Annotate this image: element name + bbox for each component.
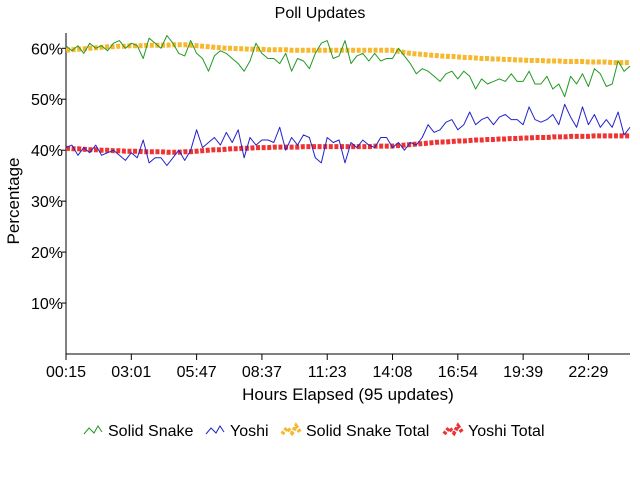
x-tick-label: 08:37 (242, 364, 282, 381)
legend-swatch-solid-snake (83, 425, 103, 435)
y-axis-label: Percentage (4, 158, 23, 245)
x-tick-label: 16:54 (438, 364, 478, 381)
series-line-solid-snake (65, 35, 631, 98)
y-ticks: 10% 20% 30% 40% 50% 60% (31, 41, 66, 313)
legend-label-yoshi-total: Yoshi Total (468, 423, 545, 440)
legend-item-yoshi: Yoshi (205, 423, 269, 440)
legend-item-solid-snake: Solid Snake (83, 423, 193, 440)
x-tick-label: 00:15 (46, 364, 86, 381)
legend-label-solid-snake: Solid Snake (108, 423, 193, 440)
series-layer (65, 35, 631, 166)
y-tick-label: 30% (31, 194, 63, 211)
x-tick-label: 19:39 (503, 364, 543, 381)
legend-label-solid-snake-total: Solid Snake Total (306, 423, 429, 440)
y-tick-label: 40% (31, 143, 63, 160)
x-tick-label: 05:47 (177, 364, 217, 381)
legend: Solid Snake Yoshi Solid Snake Total Yoshi T… (83, 422, 545, 440)
y-tick-label: 50% (31, 92, 63, 109)
x-tick-label: 11:23 (308, 364, 347, 381)
legend-item-solid-snake-total: Solid Snake Total (280, 422, 429, 440)
chart-title: Poll Updates (275, 5, 366, 22)
legend-swatch-yoshi-total (442, 422, 464, 437)
x-tick-label: 03:01 (111, 364, 151, 381)
series-line-yoshi (65, 103, 631, 166)
x-ticks: 00:15 03:01 05:47 08:37 11:23 14:08 16:54 19:39… (46, 354, 609, 381)
x-tick-label: 22:29 (568, 364, 608, 381)
legend-label-yoshi: Yoshi (230, 423, 269, 440)
y-tick-label: 20% (31, 245, 63, 262)
legend-item-yoshi-total: Yoshi Total (442, 422, 545, 440)
x-axis-label: Hours Elapsed (95 updates) (242, 385, 454, 404)
series-line-yoshi-total (65, 133, 630, 155)
y-tick-label: 10% (31, 296, 63, 313)
y-tick-label: 60% (31, 41, 63, 58)
legend-swatch-solid-snake-total (280, 422, 302, 437)
axes (65, 33, 630, 355)
legend-swatch-yoshi (205, 425, 225, 435)
x-tick-label: 14:08 (373, 364, 413, 381)
